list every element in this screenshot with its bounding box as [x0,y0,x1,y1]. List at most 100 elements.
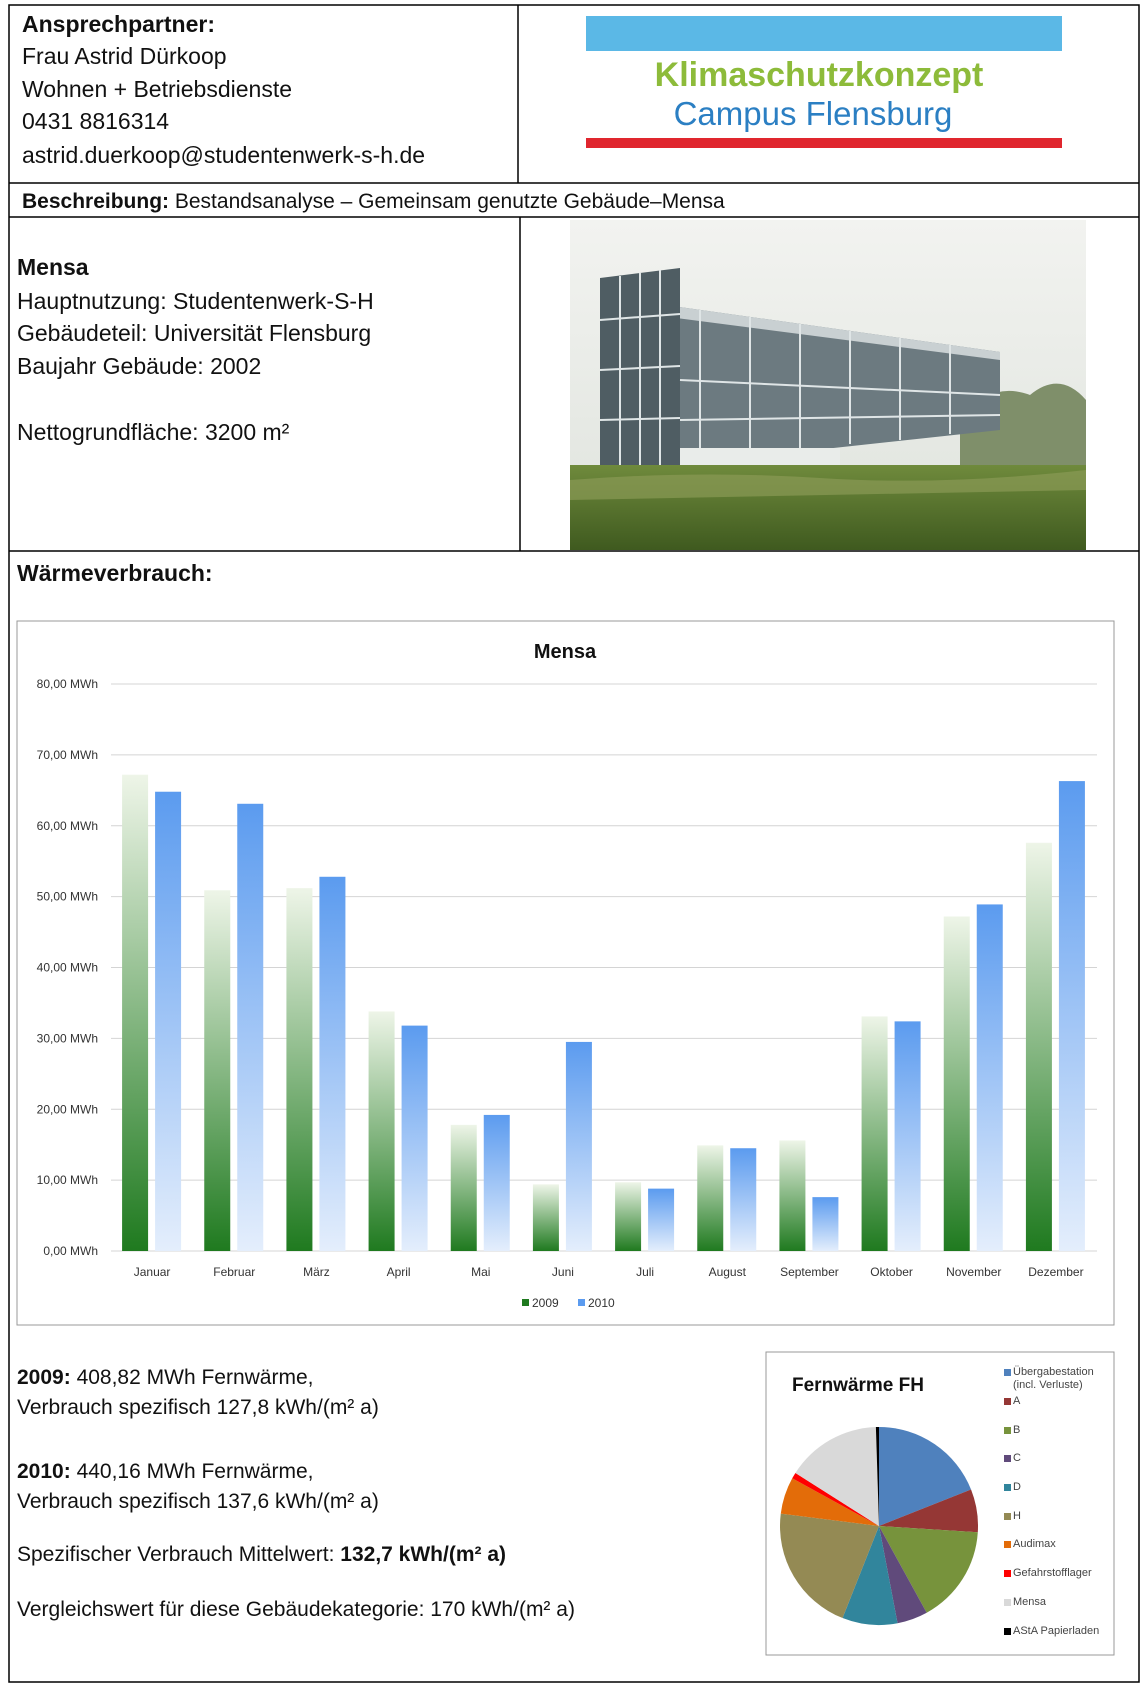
legend-label: D [1013,1481,1021,1493]
bar [532,1184,559,1251]
x-tick-label: November [946,1265,1001,1279]
legend-swatch [1004,1628,1011,1635]
stat-text: Spezifischer Verbrauch Mittelwert: [17,1543,340,1566]
legend-label: 2009 [532,1296,559,1310]
legend-item: Gefahrstofflager [1004,1567,1113,1580]
logo-subtitle: Campus Flensburg [674,95,953,132]
pie-slice [879,1489,978,1533]
contact-line: Wohnen + Betriebsdienste [22,76,292,102]
contact-line: 0431 8816314 [22,108,169,134]
stat-value: 132,7 kWh/(m² a) [340,1543,506,1566]
pie-slice [879,1427,972,1526]
y-tick-label: 80,00 MWh [37,677,98,691]
logo-bar-blue [586,16,1062,51]
x-tick-label: Januar [134,1265,171,1279]
stat-line: Vergleichswert für diese Gebäudekategori… [17,1598,575,1621]
legend-swatch [522,1299,529,1306]
legend-swatch [1004,1599,1011,1606]
chart-box [16,620,1115,1326]
y-tick-label: 0,00 MWh [43,1244,98,1258]
bar [615,1182,642,1251]
building-line: Baujahr Gebäude: 2002 [17,353,261,379]
contact-line: Frau Astrid Dürkoop [22,43,227,69]
stat-label: 2009: [17,1366,71,1389]
legend-swatch [1004,1398,1011,1405]
y-tick-label: 60,00 MWh [37,819,98,833]
pie-slice [879,1526,978,1613]
y-tick-label: 70,00 MWh [37,748,98,762]
contact-line: astrid.duerkoop@studentenwerk-s-h.de [22,142,425,168]
bar [155,791,182,1251]
bar [812,1197,839,1251]
x-tick-label: September [780,1265,839,1279]
legend-swatch [1004,1484,1011,1491]
x-tick-label: Mai [471,1265,490,1279]
bar [565,1041,592,1251]
building-photo [570,220,1086,550]
photo-meadow [570,470,1086,500]
legend-item: A [1004,1395,1113,1408]
pie-slice [780,1513,879,1619]
chart-title: Mensa [534,641,597,663]
stat-label: 2010: [17,1460,71,1483]
legend-item: H [1004,1510,1113,1523]
building-name: Mensa [17,254,89,280]
description-label: Beschreibung: [22,190,169,213]
legend-label: Übergabestation (incl. Verluste) [1013,1366,1094,1391]
legend-swatch [1004,1513,1011,1520]
legend-swatch [1004,1369,1011,1376]
stat-line: Verbrauch spezifisch 127,8 kWh/(m² a) [17,1396,379,1419]
building-line: Gebäudeteil: Universität Flensburg [17,320,371,346]
bar [237,803,264,1251]
bar [697,1145,724,1251]
stat-text: 440,16 MWh Fernwärme, [77,1460,314,1483]
legend-item: D [1004,1481,1113,1494]
stat-line: Spezifischer Verbrauch Mittelwert: 132,7… [17,1543,506,1566]
legend-item: AStA Papierladen [1004,1625,1113,1638]
bar [450,1124,477,1251]
legend-swatch [578,1299,585,1306]
pie-box [765,1351,1115,1656]
legend-label: 2010 [588,1296,615,1310]
stat-line: Verbrauch spezifisch 137,6 kWh/(m² a) [17,1490,379,1513]
legend-label: Gefahrstofflager [1013,1567,1092,1579]
stat-line: 2009: 408,82 MWh Fernwärme, [17,1366,313,1389]
legend-swatch [1004,1541,1011,1548]
legend-label: Mensa [1013,1596,1047,1608]
bar [122,774,149,1251]
legend-label: B [1013,1424,1021,1436]
x-tick-label: April [387,1265,411,1279]
logo-title: Klimaschutzkonzept [655,56,984,94]
x-tick-label: März [303,1265,330,1279]
pie-slice [879,1526,927,1624]
bar [483,1114,510,1251]
legend-label: Audimax [1013,1538,1056,1550]
y-tick-label: 10,00 MWh [37,1173,98,1187]
bar [204,890,231,1251]
bar [401,1025,428,1251]
stat-line: 2010: 440,16 MWh Fernwärme, [17,1460,313,1483]
page-border [8,4,1140,1683]
bar [861,1016,888,1251]
bar [779,1140,806,1251]
x-tick-label: Dezember [1028,1265,1083,1279]
building-line: Hauptnutzung: Studentenwerk-S-H [17,288,374,314]
legend-item: B [1004,1424,1113,1437]
stat-text: 408,82 MWh Fernwärme, [77,1366,314,1389]
x-tick-label: Juni [552,1265,574,1279]
logo-bar-red [586,138,1062,148]
description-text: Bestandsanalyse – Gemeinsam genutzte Geb… [175,190,725,213]
building-area: Nettogrundfläche: 3200 m² [17,419,290,445]
pie-slice [842,1526,898,1625]
legend-swatch [1004,1455,1011,1462]
legend-label: C [1013,1452,1021,1464]
x-tick-label: August [709,1265,747,1279]
photo-base [680,448,840,466]
bar [730,1148,757,1251]
pie-slice [792,1472,879,1526]
pie-slice [875,1427,879,1526]
x-tick-label: Oktober [870,1265,913,1279]
legend-item: Mensa [1004,1596,1113,1609]
pie-slice [795,1427,879,1526]
